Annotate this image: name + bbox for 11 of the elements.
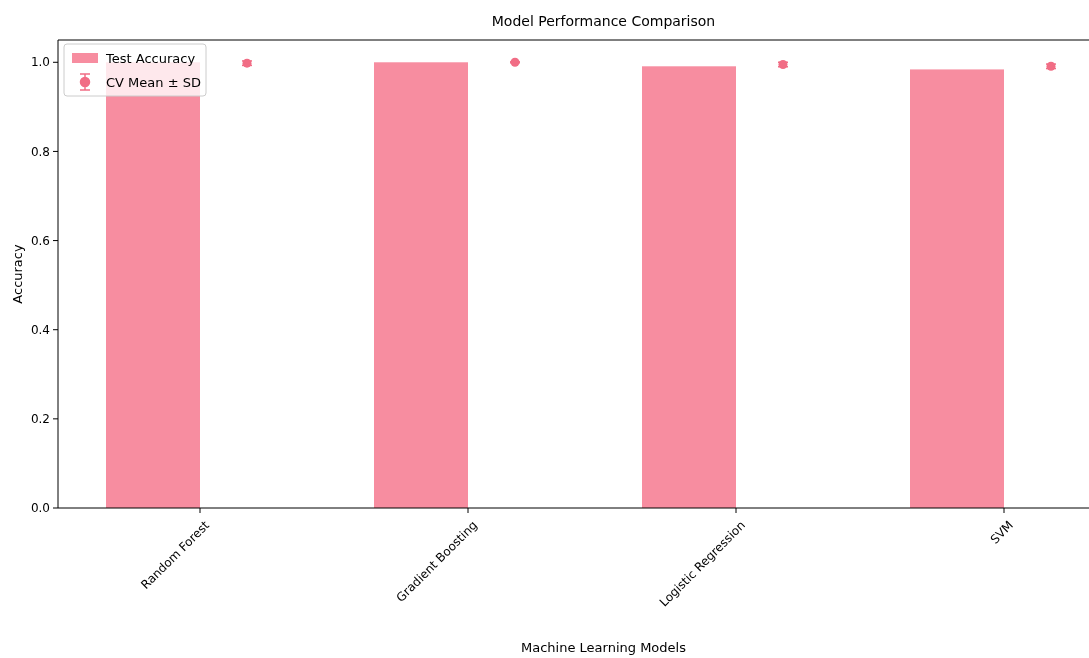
legend-label: CV Mean ± SD [106, 74, 201, 90]
x-axis-title: Machine Learning Models [521, 640, 687, 655]
y-axis-title: Accuracy [10, 244, 25, 304]
y-tick-label: 0.2 [30, 412, 50, 427]
y-tick-label: 1.0 [30, 55, 50, 70]
y-tick-label: 0.8 [30, 144, 50, 159]
y-tick-label: 0.0 [30, 501, 50, 516]
y-tick-label: 0.6 [30, 233, 50, 248]
legend-label: Test Accuracy [105, 50, 196, 66]
y-tick-label: 0.4 [30, 322, 50, 337]
chart-title: Model Performance Comparison [491, 13, 716, 29]
